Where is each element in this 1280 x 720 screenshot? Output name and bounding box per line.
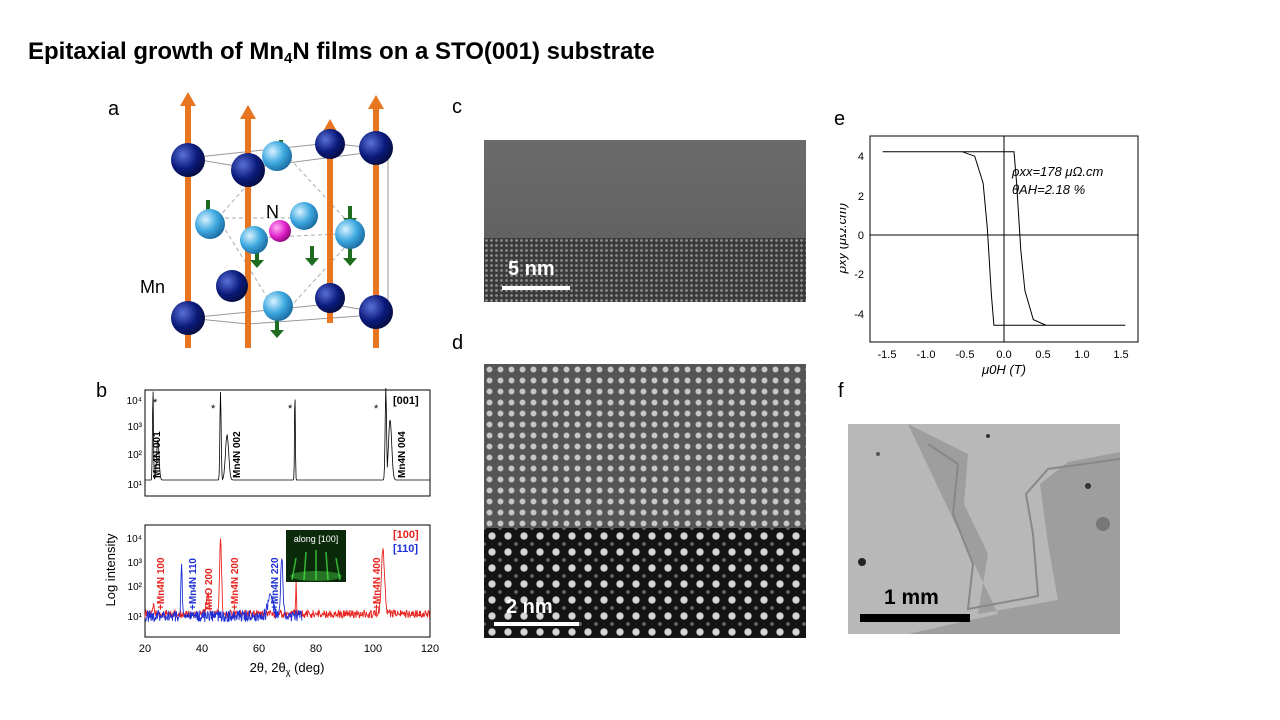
star-mark: *	[153, 397, 158, 409]
bot-ytick: 10⁴	[127, 534, 142, 545]
slide-title: Epitaxial growth of Mn4N films on a STO(…	[28, 38, 655, 67]
xtick: 100	[364, 643, 382, 655]
peak-label: Mn4N 002	[232, 431, 243, 478]
peak-label: +Mn4N 400	[372, 557, 383, 610]
panel-label-a: a	[108, 98, 120, 120]
xtick: 80	[310, 643, 322, 655]
peak-label: +Mn4N 200	[230, 557, 241, 610]
star-mark: *	[211, 403, 216, 415]
crystal-structure: N Mn	[140, 92, 393, 348]
dir-110: [110]	[393, 543, 418, 555]
ytick: 0	[858, 230, 864, 242]
dir-100: [100]	[393, 529, 419, 541]
tem-image-c: 5 nm	[484, 140, 806, 302]
ytick: 2	[858, 191, 864, 203]
xrd-plot: Log intensity 10¹ 10² 10³ 10⁴ 10¹ 10² 10…	[103, 387, 439, 677]
annot-rho: ρxx=178 μΩ.cm	[1011, 164, 1103, 179]
tem-image-d: 2 nm	[484, 364, 806, 638]
scale-bar-f	[860, 614, 970, 622]
peak-label: +Mn4N 100	[156, 557, 167, 610]
domain-image-f: 1 mm	[848, 424, 1120, 634]
hall-xlabel: μ0H (T)	[981, 362, 1026, 377]
panel-label-e: e	[834, 108, 846, 130]
panel-label-f: f	[838, 380, 844, 402]
xtick: 0.0	[996, 349, 1011, 361]
atom-label-n: N	[266, 202, 279, 222]
ytick: 4	[858, 151, 864, 163]
top-ytick: 10¹	[128, 480, 143, 491]
scale-text-c: 5 nm	[508, 258, 555, 280]
xtick: 1.0	[1074, 349, 1089, 361]
scale-text-d: 2 nm	[506, 596, 553, 618]
bot-ytick: 10³	[128, 558, 143, 569]
xtick: -0.5	[956, 349, 975, 361]
xtick: 120	[421, 643, 439, 655]
star-mark: *	[288, 403, 293, 415]
panel-label-d: d	[452, 332, 464, 354]
scale-bar-d	[494, 622, 579, 626]
peak-label: Mn4N 001	[152, 431, 163, 478]
peak-label: Mn4N 004	[397, 431, 408, 478]
xrd-xlabel: 2θ, 2θχ (deg)	[250, 660, 325, 677]
xtick: 1.5	[1113, 349, 1128, 361]
annot-theta: θAH=2.18 %	[1012, 182, 1085, 197]
xtick: 40	[196, 643, 208, 655]
peak-label: MnO 200	[204, 568, 215, 610]
xrd-001-spectrum	[145, 387, 430, 481]
xrd-ylabel: Log intensity	[103, 533, 118, 606]
xtick: -1.0	[917, 349, 936, 361]
ytick: -4	[854, 309, 864, 321]
xtick: -1.5	[878, 349, 897, 361]
xtick: 60	[253, 643, 265, 655]
xtick: 0.5	[1035, 349, 1050, 361]
scale-text-f: 1 mm	[884, 586, 939, 609]
hall-loop	[882, 151, 1126, 326]
dir-001: [001]	[393, 395, 419, 407]
top-ytick: 10²	[128, 450, 143, 461]
hall-ylabel: ρxy (μΩ.cm)	[840, 203, 849, 275]
hall-plot: 4 2 0 -2 -4 -1.5 -1.0 -0.5 0.0 0.5 1.0 1…	[840, 135, 1139, 377]
ytick: -2	[854, 269, 864, 281]
star-mark: *	[374, 403, 379, 415]
xtick: 20	[139, 643, 151, 655]
atom-label-mn: Mn	[140, 277, 165, 297]
bot-ytick: 10²	[128, 582, 143, 593]
top-ytick: 10⁴	[127, 396, 142, 407]
panel-label-b: b	[96, 380, 108, 402]
panel-label-c: c	[452, 96, 462, 118]
inset-text: along [100]	[294, 534, 339, 544]
peak-label: +Mn4N 220	[270, 557, 281, 610]
top-ytick: 10³	[128, 422, 143, 433]
scale-bar-c	[502, 286, 570, 290]
xrd-110-spectrum	[144, 557, 303, 623]
bot-ytick: 10¹	[128, 612, 143, 623]
peak-label: +Mn4N 110	[188, 558, 199, 610]
